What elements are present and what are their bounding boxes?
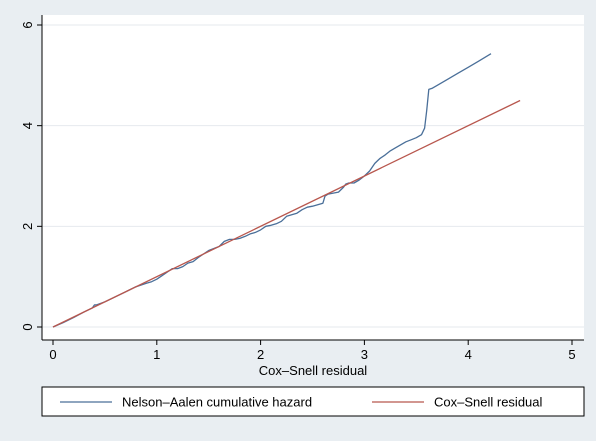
axis-ticks: 0 1 2 3 4 5 0 2 4 6 [20,21,576,362]
x-tick-label: 3 [361,347,368,362]
y-tick-label: 6 [20,21,35,28]
x-tick-label: 0 [49,347,56,362]
axes [41,15,584,341]
legend-box [41,386,585,417]
plot-region [42,15,584,340]
cox-snell-reference-line [52,99,521,328]
legend-label-cox-snell: Cox–Snell residual [434,395,543,410]
x-tick-label: 5 [568,347,575,362]
x-tick-label: 2 [257,347,264,362]
x-tick-label: 4 [465,347,472,362]
legend-label-nelson-aalen: Nelson–Aalen cumulative hazard [122,395,312,410]
series-lines [52,53,521,328]
grid-lines [42,24,584,328]
nelson-aalen-line [52,53,492,328]
y-tick-label: 4 [20,122,35,129]
x-axis-title: Cox–Snell residual [259,363,368,378]
x-tick-label: 1 [153,347,160,362]
legend: Nelson–Aalen cumulative hazard Cox–Snell… [41,386,585,417]
y-tick-label: 0 [20,323,35,330]
y-tick-label: 2 [20,223,35,230]
